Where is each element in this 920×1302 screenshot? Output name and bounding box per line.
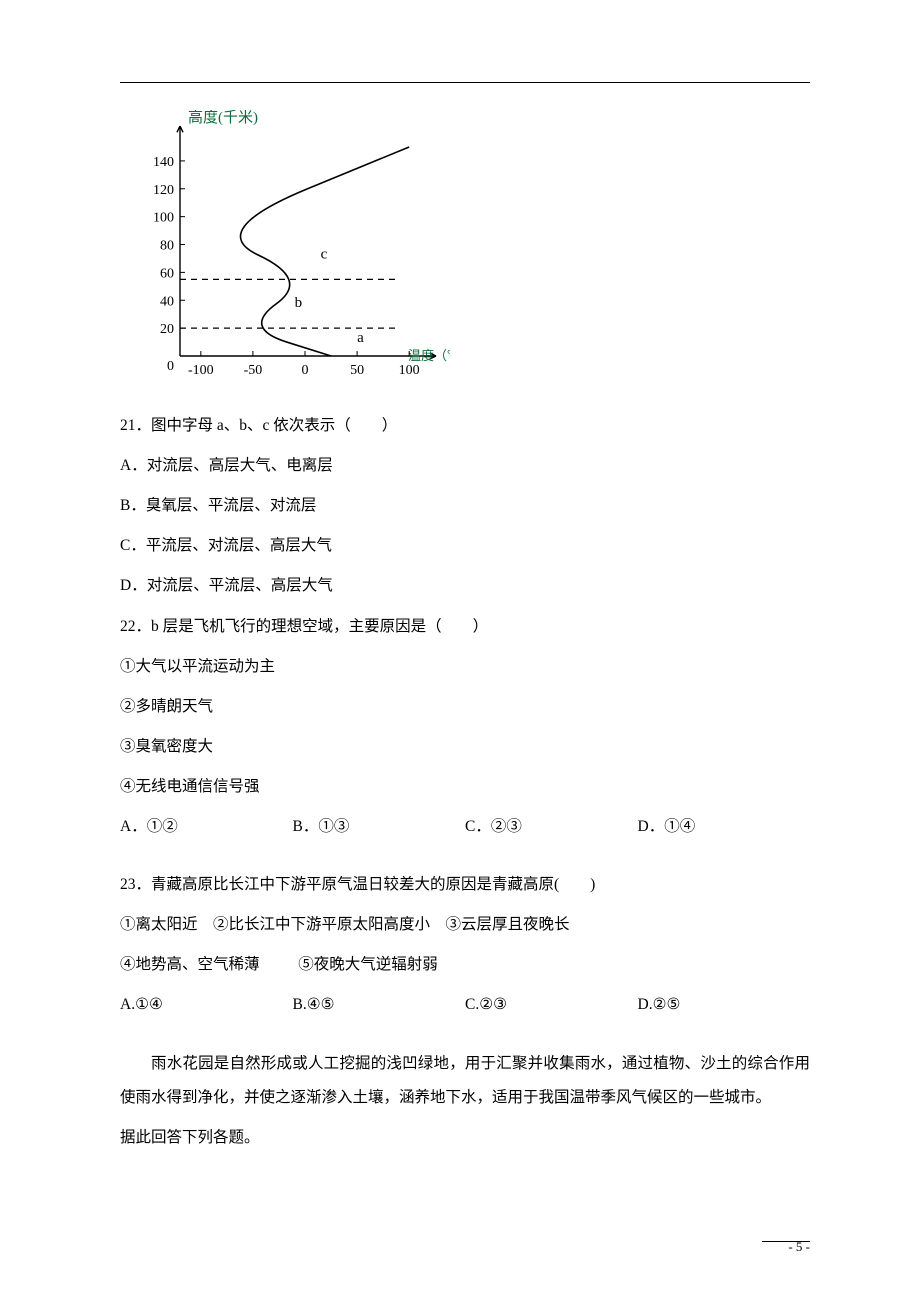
q23-choice-4: ④地势高、空气稀薄 [120,956,260,973]
q23-opt-a: A.①④ [120,988,293,1022]
q21-opt-a: A．对流层、高层大气、电离层 [120,449,810,483]
q21-stem: 21．图中字母 a、b、c 依次表示（ ） [120,409,810,443]
q22-opt-b: B．①③ [293,810,466,844]
svg-text:100: 100 [399,363,420,378]
top-rule [120,82,810,83]
q22-choice-1: ①大气以平流运动为主 [120,650,810,684]
q23-line-3: ④地势高、空气稀薄 ⑤夜晚大气逆辐射弱 [120,948,810,982]
q23-opt-d: D.②⑤ [638,988,811,1022]
svg-text:-100: -100 [188,363,214,378]
q23-choice-5: ⑤夜晚大气逆辐射弱 [298,956,438,973]
spacer [120,1023,810,1047]
document-page: 高度(千米) 温度（℃） -100 -50 0 50 100 20 40 60 80 100 120 14… [0,0,920,1302]
svg-text:高度(千米): 高度(千米) [188,110,258,126]
q21-opt-d: D．对流层、平流层、高层大气 [120,569,810,603]
passage-paragraph-1: 雨水花园是自然形成或人工挖掘的浅凹绿地，用于汇聚并收集雨水，通过植物、沙土的综合… [120,1047,810,1115]
q22-choice-2: ②多晴朗天气 [120,690,810,724]
svg-text:60: 60 [160,266,174,281]
q22-opt-a: A．①② [120,810,293,844]
q23-stem: 23．青藏高原比长江中下游平原气温日较差大的原因是青藏高原( ) [120,868,810,902]
q22-options-row: A．①② B．①③ C．②③ D．①④ [120,810,810,844]
spacer [120,844,810,868]
svg-text:-50: -50 [244,363,263,378]
chart-svg: 高度(千米) 温度（℃） -100 -50 0 50 100 20 40 60 80 100 120 14… [120,110,450,390]
svg-text:20: 20 [160,322,174,337]
q22-opt-d: D．①④ [638,810,811,844]
svg-text:100: 100 [153,211,174,226]
page-number: - 5 - [788,1233,810,1262]
q22-choice-4: ④无线电通信信号强 [120,770,810,804]
passage-paragraph-2: 据此回答下列各题。 [120,1121,810,1155]
svg-text:b: b [295,295,303,311]
q21-opt-c: C．平流层、对流层、高层大气 [120,529,810,563]
atmosphere-layers-chart: 高度(千米) 温度（℃） -100 -50 0 50 100 20 40 60 80 100 120 14… [120,110,810,403]
svg-text:140: 140 [153,155,174,170]
q22-stem: 22．b 层是飞机飞行的理想空域，主要原因是（ ） [120,610,810,644]
svg-text:0: 0 [167,359,174,374]
svg-text:a: a [357,330,364,346]
svg-text:120: 120 [153,183,174,198]
svg-text:50: 50 [350,363,364,378]
q22-opt-c: C．②③ [465,810,638,844]
svg-text:0: 0 [302,363,309,378]
q22-choice-3: ③臭氧密度大 [120,730,810,764]
svg-text:80: 80 [160,239,174,254]
q23-line-2: ①离太阳近 ②比长江中下游平原太阳高度小 ③云层厚且夜晚长 [120,908,810,942]
q21-opt-b: B．臭氧层、平流层、对流层 [120,489,810,523]
q23-options-row: A.①④ B.④⑤ C.②③ D.②⑤ [120,988,810,1022]
svg-text:温度（℃）: 温度（℃） [408,348,450,363]
q23-opt-c: C.②③ [465,988,638,1022]
svg-text:c: c [321,246,328,262]
q23-opt-b: B.④⑤ [293,988,466,1022]
svg-text:40: 40 [160,294,174,309]
